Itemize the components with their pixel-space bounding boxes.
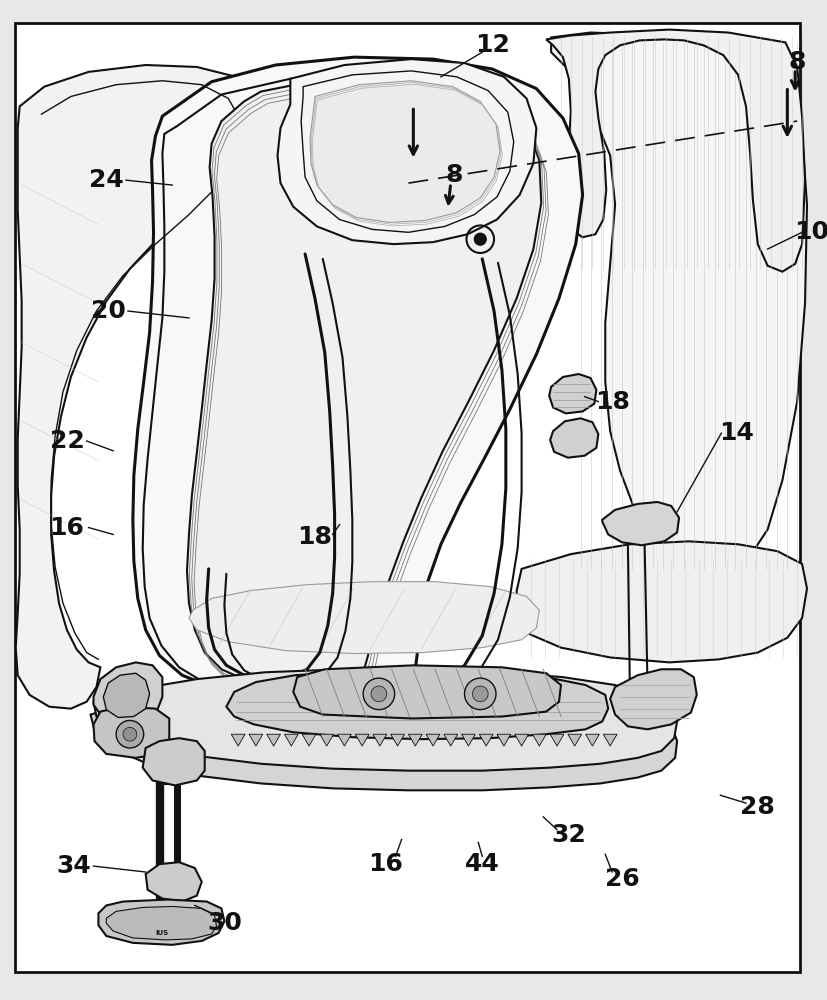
Circle shape — [464, 678, 495, 710]
Polygon shape — [277, 59, 536, 244]
Polygon shape — [551, 33, 806, 579]
Text: 30: 30 — [207, 911, 241, 935]
Polygon shape — [231, 734, 245, 746]
Text: 18: 18 — [594, 390, 629, 414]
Polygon shape — [443, 734, 457, 746]
Polygon shape — [549, 418, 598, 458]
Circle shape — [474, 233, 485, 245]
Text: 34: 34 — [56, 854, 91, 878]
Polygon shape — [132, 57, 582, 707]
Polygon shape — [189, 582, 538, 654]
Polygon shape — [266, 734, 280, 746]
Polygon shape — [603, 734, 616, 746]
Text: 14: 14 — [718, 421, 753, 445]
Text: 16: 16 — [50, 516, 84, 540]
Polygon shape — [146, 862, 202, 902]
Polygon shape — [516, 541, 806, 662]
Polygon shape — [337, 734, 351, 746]
Polygon shape — [548, 374, 595, 413]
Polygon shape — [93, 669, 676, 771]
Polygon shape — [309, 81, 500, 222]
Polygon shape — [514, 734, 528, 746]
Polygon shape — [106, 906, 216, 940]
Polygon shape — [585, 734, 599, 746]
Text: 20: 20 — [91, 299, 126, 323]
Text: 28: 28 — [739, 795, 774, 819]
Text: 12: 12 — [474, 33, 509, 57]
Text: 8: 8 — [446, 163, 463, 187]
Text: 26: 26 — [604, 867, 638, 891]
Polygon shape — [461, 734, 475, 746]
Text: 8: 8 — [787, 50, 805, 74]
Polygon shape — [319, 734, 333, 746]
Polygon shape — [426, 734, 439, 746]
Polygon shape — [90, 682, 676, 790]
Polygon shape — [609, 669, 696, 729]
Text: 22: 22 — [50, 429, 84, 453]
Polygon shape — [302, 734, 316, 746]
Polygon shape — [249, 734, 262, 746]
Text: 24: 24 — [88, 168, 123, 192]
Polygon shape — [355, 734, 369, 746]
Polygon shape — [187, 72, 541, 691]
Polygon shape — [496, 734, 510, 746]
Polygon shape — [226, 670, 608, 739]
Circle shape — [363, 678, 394, 710]
Polygon shape — [567, 734, 581, 746]
Polygon shape — [98, 900, 224, 945]
Polygon shape — [479, 734, 492, 746]
Polygon shape — [142, 738, 204, 785]
Polygon shape — [16, 65, 257, 709]
Polygon shape — [532, 734, 546, 746]
Text: 44: 44 — [464, 852, 499, 876]
Text: 18: 18 — [297, 525, 332, 549]
Polygon shape — [103, 673, 150, 717]
Polygon shape — [93, 707, 169, 758]
Polygon shape — [546, 30, 804, 272]
Circle shape — [370, 686, 386, 702]
Polygon shape — [372, 734, 386, 746]
Circle shape — [123, 727, 136, 741]
Text: 32: 32 — [551, 823, 586, 847]
Polygon shape — [284, 734, 298, 746]
Text: 10: 10 — [793, 220, 827, 244]
Polygon shape — [549, 734, 563, 746]
Polygon shape — [408, 734, 422, 746]
Polygon shape — [293, 665, 560, 718]
Polygon shape — [390, 734, 404, 746]
Text: IUS: IUS — [155, 930, 169, 936]
Circle shape — [116, 720, 144, 748]
Polygon shape — [601, 502, 678, 545]
Polygon shape — [93, 662, 162, 726]
Circle shape — [472, 686, 488, 702]
Text: 16: 16 — [368, 852, 403, 876]
